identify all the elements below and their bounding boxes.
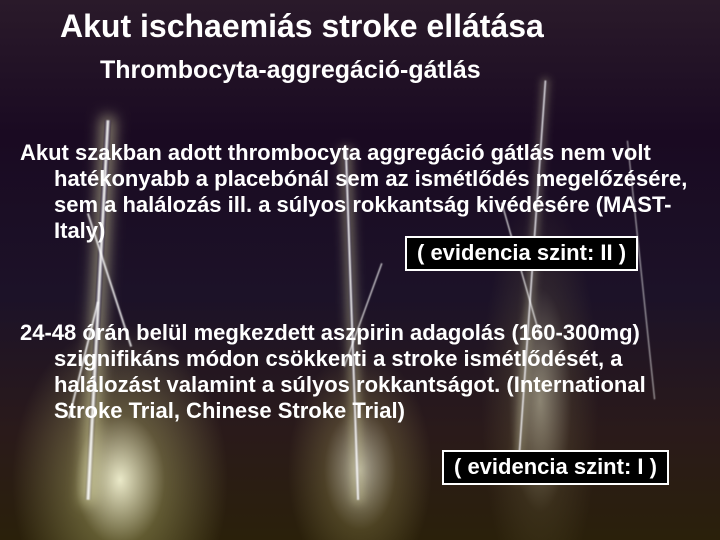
slide: Akut ischaemiás stroke ellátása Thromboc…	[0, 0, 720, 540]
slide-title: Akut ischaemiás stroke ellátása	[60, 8, 680, 45]
paragraph-2: 24-48 órán belül megkezdett aszpirin ada…	[20, 320, 700, 424]
evidence-badge-2: ( evidencia szint: I )	[442, 450, 669, 485]
paragraph-1: Akut szakban adott thrombocyta aggregáci…	[20, 140, 700, 244]
content-layer: Akut ischaemiás stroke ellátása Thromboc…	[0, 0, 720, 540]
slide-subtitle: Thrombocyta-aggregáció-gátlás	[100, 56, 680, 85]
evidence-badge-1: ( evidencia szint: II )	[405, 236, 638, 271]
paragraph-2-text: 24-48 órán belül megkezdett aszpirin ada…	[20, 320, 700, 424]
paragraph-1-text: Akut szakban adott thrombocyta aggregáci…	[20, 140, 700, 244]
